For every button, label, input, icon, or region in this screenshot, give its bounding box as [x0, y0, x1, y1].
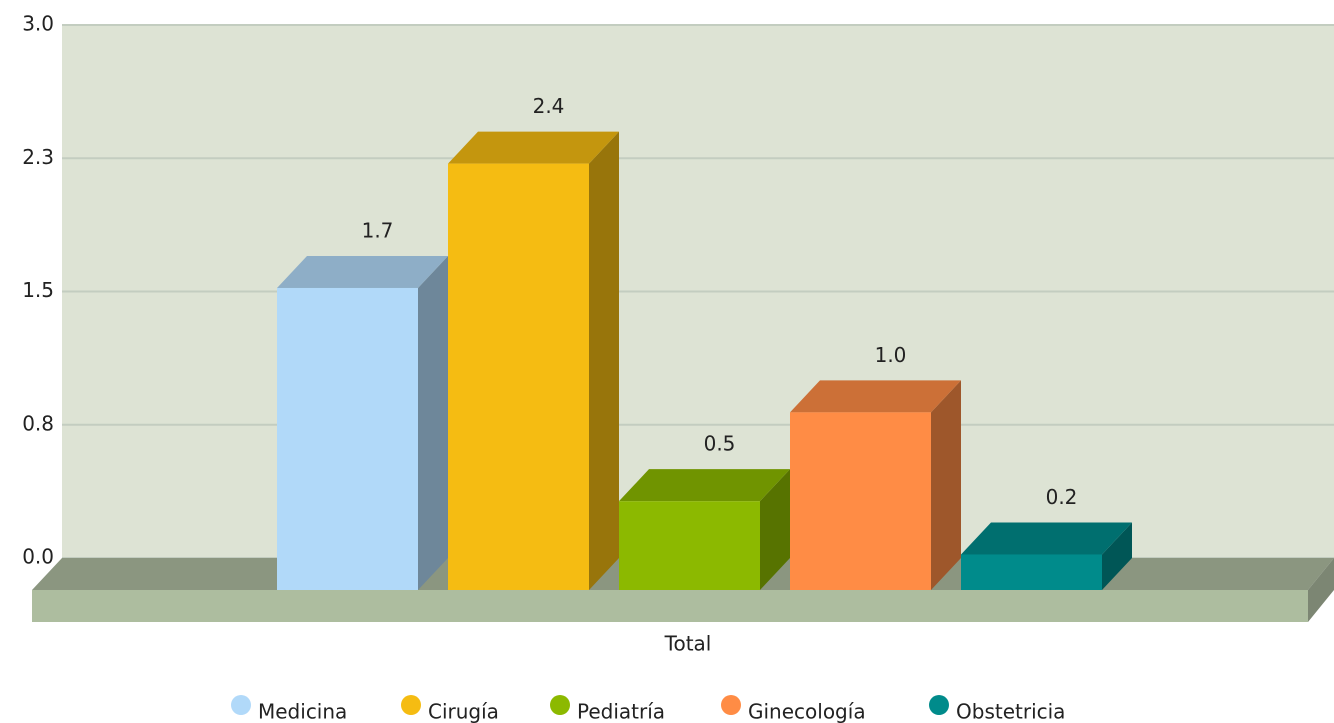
y-tick-label: 3.0	[22, 12, 54, 36]
data-label: 2.4	[533, 94, 565, 118]
data-label: 0.5	[704, 432, 736, 456]
bar-top	[619, 469, 790, 502]
bar	[619, 501, 760, 590]
floor-side	[1308, 558, 1334, 622]
legend-label: Ginecología	[748, 700, 866, 723]
legend-label: Cirugía	[428, 700, 499, 723]
legend-label: Medicina	[258, 700, 347, 723]
y-tick-label: 0.8	[22, 411, 54, 435]
bar	[448, 163, 589, 590]
bar-top	[277, 255, 448, 288]
x-tick-label: Total	[664, 632, 712, 656]
bar-top	[790, 380, 961, 413]
legend-swatch	[721, 695, 741, 715]
bar-side	[418, 255, 448, 590]
legend-swatch	[401, 695, 421, 715]
bar	[961, 554, 1102, 590]
bar-top	[961, 522, 1132, 555]
data-label: 1.7	[362, 218, 394, 242]
bar-side	[931, 380, 961, 590]
legend-swatch	[929, 695, 949, 715]
data-label: 1.0	[875, 343, 907, 367]
data-label: 0.2	[1046, 485, 1078, 509]
legend-label: Pediatría	[577, 700, 665, 723]
bar-side	[1102, 522, 1132, 590]
bar-side	[760, 469, 790, 590]
y-tick-label: 2.3	[22, 145, 54, 169]
legend-label: Obstetricia	[956, 700, 1065, 723]
bar-side	[589, 131, 619, 590]
legend-swatch	[550, 695, 570, 715]
y-tick-label: 1.5	[22, 278, 54, 302]
bar	[790, 412, 931, 590]
y-tick-label: 0.0	[22, 545, 54, 569]
bar	[277, 287, 418, 590]
bar-top	[448, 131, 619, 164]
legend-swatch	[231, 695, 251, 715]
floor-front	[32, 590, 1308, 622]
